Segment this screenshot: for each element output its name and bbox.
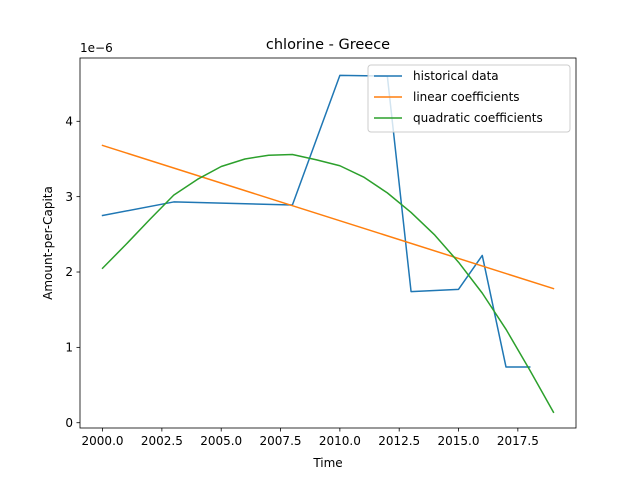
- x-axis-title: Time: [312, 456, 342, 470]
- x-tick-label: 2002.5: [141, 434, 183, 448]
- y-axis-offset-label: 1e−6: [80, 41, 113, 55]
- y-tick-label: 0: [65, 416, 73, 430]
- x-tick-label: 2005.0: [200, 434, 242, 448]
- legend-label-3: quadratic coefficients: [413, 111, 543, 125]
- y-axis-title: Amount-per-Capita: [41, 186, 55, 300]
- legend-box: [367, 64, 571, 133]
- chart-title: chlorine - Greece: [266, 37, 390, 53]
- series-layer: [101, 74, 555, 414]
- axes-layer: [79, 57, 577, 429]
- x-tick-label: 2015.0: [438, 434, 480, 448]
- plot-frame: [79, 57, 577, 429]
- x-tick-label: 2012.5: [378, 434, 420, 448]
- legend-items: historical data linear coefficients quadra…: [374, 69, 543, 125]
- series-line-2: [101, 144, 555, 290]
- y-tick-label: 1: [65, 341, 73, 355]
- series-line-3: [101, 153, 555, 414]
- x-tick-label: 2000.0: [82, 434, 124, 448]
- y-tick-label: 3: [65, 190, 73, 204]
- legend-label-1: historical data: [413, 69, 499, 83]
- y-tick-label: 4: [65, 114, 73, 128]
- x-tick-label: 2010.0: [319, 434, 361, 448]
- x-tick-label: 2017.5: [497, 434, 539, 448]
- y-tick-label: 2: [65, 265, 73, 279]
- x-ticks: 2000.0 2002.5 2005.0 2007.5 2010.0 2012.5 2015…: [82, 428, 539, 448]
- y-ticks: 0 1 2 3 4: [65, 114, 80, 430]
- legend-label-2: linear coefficients: [413, 90, 520, 104]
- legend: historical data linear coefficients quadra…: [367, 64, 571, 133]
- x-tick-label: 2007.5: [260, 434, 302, 448]
